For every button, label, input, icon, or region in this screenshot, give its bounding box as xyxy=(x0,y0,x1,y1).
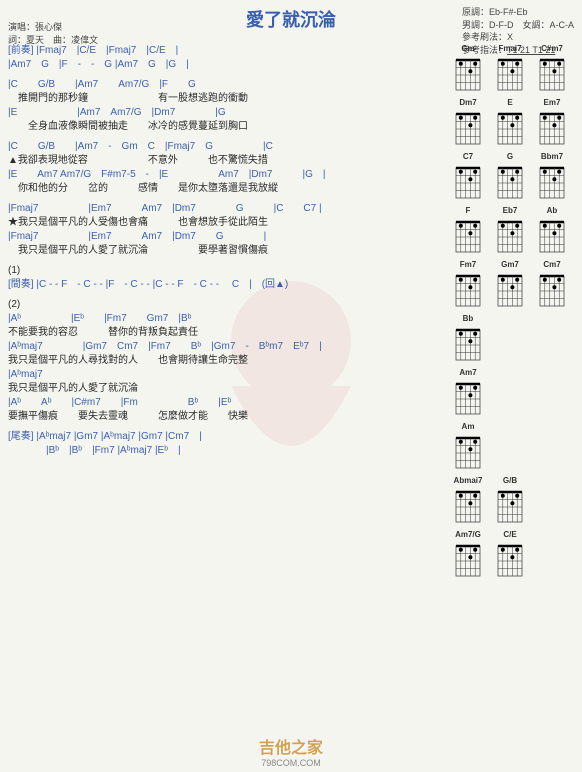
chord-diagram: Am7/G xyxy=(448,530,488,582)
lyric-line: 不能要我的容忍 替你的背叛負起責任 xyxy=(8,326,444,339)
chord-name: Abmai7 xyxy=(448,476,488,485)
chord-name: Bbm7 xyxy=(532,152,572,161)
chord-line: |Fmaj7 |Em7 Am7 |Dm7 G |C C7 | xyxy=(8,202,444,215)
chord-diagram: Ab xyxy=(532,206,572,258)
chord-line: |Aᵇ Aᵇ |C#m7 |Fm Bᵇ |Eᵇ xyxy=(8,396,444,409)
main-content: [前奏] |Fmaj7 |C/E |Fmaj7 |C/E | |Am7 G |F… xyxy=(0,40,582,582)
chord-diagram: Eb7 xyxy=(490,206,530,258)
chord-name: Em7 xyxy=(532,98,572,107)
chord-diagram: G/B xyxy=(490,476,530,528)
chord-name: Cm7 xyxy=(532,260,572,269)
chord-diagram: Em7 xyxy=(532,98,572,150)
chord-name: Fm7 xyxy=(448,260,488,269)
chord-name: Eb7 xyxy=(490,206,530,215)
chord-name: C/E xyxy=(490,530,530,539)
chord-name: Gm7 xyxy=(490,260,530,269)
intro-label: [前奏] xyxy=(8,45,34,56)
chord-diagram: Dm7 xyxy=(448,98,488,150)
outro-label: [尾奏] xyxy=(8,431,34,442)
chord-line: |C G/B |Am7 - Gm C |Fmaj7 G |C xyxy=(8,140,444,153)
chord-name: G/B xyxy=(490,476,530,485)
lyrics-column: [前奏] |Fmaj7 |C/E |Fmaj7 |C/E | |Am7 G |F… xyxy=(8,44,444,582)
chord-name: Fmai7 xyxy=(490,44,530,53)
chord-line: |C G/B |Am7 Am7/G |F G xyxy=(8,78,444,91)
chord-diagram: C#m7 xyxy=(532,44,572,96)
chord-diagram: E xyxy=(490,98,530,150)
chord-diagram: Bb xyxy=(448,314,488,366)
section-number: (2) xyxy=(8,298,444,311)
chord-line: |Aᵇmaj7 |Gm7 Cm7 |Fm7 Bᵇ |Gm7 - Bᵇm7 Eᵇ7… xyxy=(8,340,444,353)
chord-line: |Aᵇ |Eᵇ |Fm7 Gm7 |Bᵇ xyxy=(8,312,444,325)
chord-diagram: Gm7 xyxy=(490,260,530,312)
chord-name: Am7/G xyxy=(448,530,488,539)
chord-diagram: Bbm7 xyxy=(532,152,572,204)
lyric-line: 要撫平傷痕 要失去靈魂 怎麼做才能 快樂 xyxy=(8,410,444,423)
chord-name: E xyxy=(490,98,530,107)
chord-name: Bb xyxy=(448,314,488,323)
chord-name: G xyxy=(490,152,530,161)
chord-diagram: G xyxy=(490,152,530,204)
lyric-line: 我只是個平凡的人尋找對的人 也會期待讓生命完整 xyxy=(8,354,444,367)
chord-name: Dm7 xyxy=(448,98,488,107)
brand-name-cn: 吉他之家 xyxy=(259,734,323,758)
chord-name: Am xyxy=(448,422,488,431)
chord-line: |E |Am7 Am7/G |Dm7 |G xyxy=(8,106,444,119)
chord-name: F xyxy=(448,206,488,215)
chord-line: |Am7 G |F - - G |Am7 G |G | xyxy=(8,58,444,71)
lyric-line: 推開門的那秒鐘 有一股想逃跑的衝動 xyxy=(8,92,444,105)
chord-diagram: Am7 xyxy=(448,368,488,420)
chord-diagram: C/E xyxy=(490,530,530,582)
brand-footer: 吉他之家 798COM.COM xyxy=(259,734,323,768)
chord-diagram: F xyxy=(448,206,488,258)
chord-line: |Fmaj7 |Em7 Am7 |Dm7 G | xyxy=(8,230,444,243)
lyric-line: ★我只是個平凡的人受傷也會痛 也會想放手從此陌生 xyxy=(8,216,444,229)
lyric-line: 我只是個平凡的人愛了就沉淪 要學著習慣傷痕 xyxy=(8,244,444,257)
chord-name: C7 xyxy=(448,152,488,161)
chord-diagram: Cm7 xyxy=(532,260,572,312)
chord-diagram: Abmai7 xyxy=(448,476,488,528)
chord-diagram: Fm7 xyxy=(448,260,488,312)
chord-name: C#m7 xyxy=(532,44,572,53)
section-number: (1) xyxy=(8,264,444,277)
chord-line: |E Am7 Am7/G F#m7-5 - |E Am7 |Dm7 |G | xyxy=(8,168,444,181)
lyric-line: 全身血液像瞬間被抽走 冰冷的感覺蔓延到胸口 xyxy=(8,120,444,133)
lyric-line: ▲我卻表現地從容 不意外 也不驚慌失措 xyxy=(8,154,444,167)
interlude-label: [間奏] xyxy=(8,279,34,290)
brand-name-en: 798COM.COM xyxy=(259,758,323,768)
chord-name: Gm xyxy=(448,44,488,53)
chord-diagrams-column: GmFmai7C#m7 Dm7EEm7 C7GBbm7 FEb7Ab Fm7Gm7Cm7… xyxy=(444,44,574,582)
chord-diagram: Fmai7 xyxy=(490,44,530,96)
chord-line: |Aᵇmaj7 xyxy=(8,368,444,381)
header: 愛了就沉淪 演唱：張心傑 詞：夏天 曲：凌偉文 原調：Eb-F#-Eb 男調：D… xyxy=(0,0,582,40)
lyric-line: 我只是個平凡的人愛了就沉淪 xyxy=(8,382,444,395)
chord-diagram: Am xyxy=(448,422,488,474)
lyric-line: 你和他的分 岔的 感情 是你太墮落還是我放縱 xyxy=(8,182,444,195)
chord-line: |Bᵇ |Bᵇ |Fm7 |Aᵇmaj7 |Eᵇ | xyxy=(46,444,444,457)
chord-name: Am7 xyxy=(448,368,488,377)
chord-diagram: C7 xyxy=(448,152,488,204)
chord-diagram: Gm xyxy=(448,44,488,96)
chord-name: Ab xyxy=(532,206,572,215)
